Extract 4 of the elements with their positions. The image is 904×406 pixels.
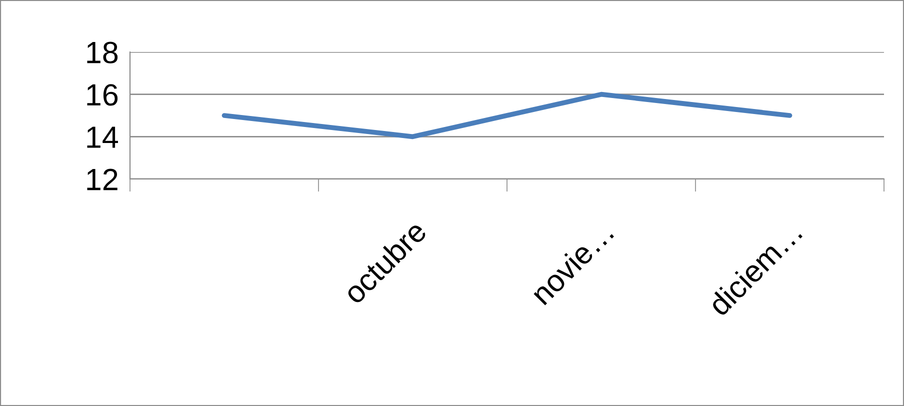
y-tick-label: 14 xyxy=(87,126,118,148)
y-tick-label: 16 xyxy=(87,84,118,106)
y-tick-label: 12 xyxy=(87,168,118,190)
y-tick-label: 18 xyxy=(87,42,118,64)
